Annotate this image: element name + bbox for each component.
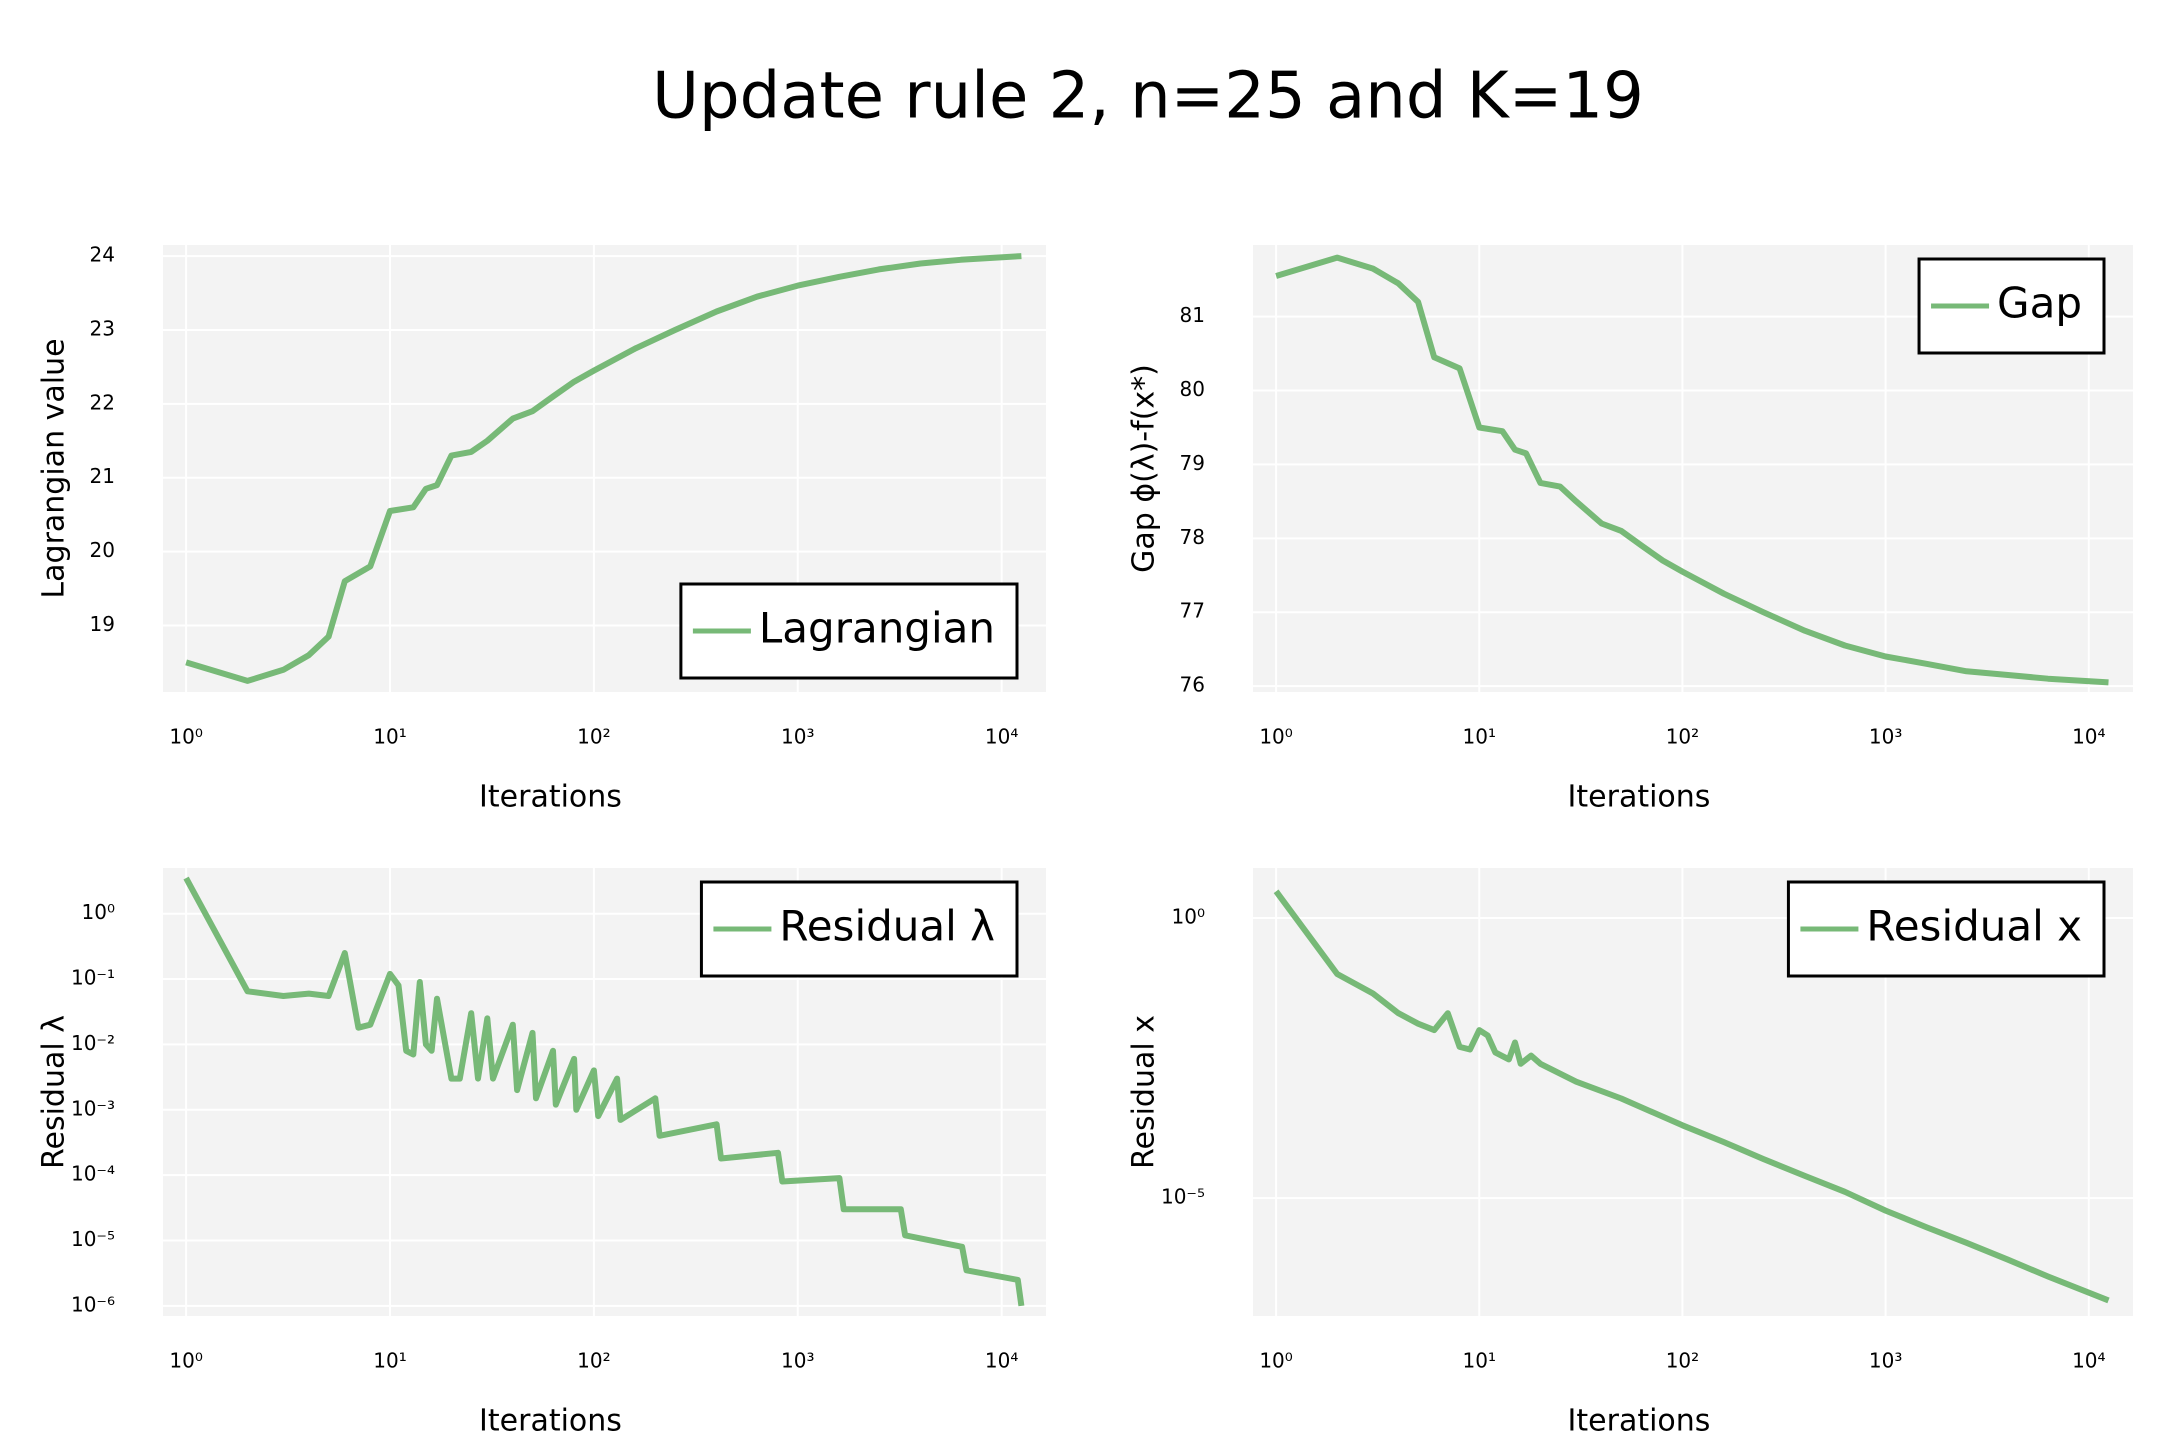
- x-tick-label: 10³: [781, 1349, 814, 1373]
- y-tick-label: 76: [1180, 673, 1205, 697]
- y-tick-label: 81: [1180, 303, 1205, 327]
- x-tick-label: 10⁰: [1259, 1349, 1292, 1373]
- x-tick-label: 10⁰: [1259, 725, 1292, 749]
- legend-label: Gap: [1997, 279, 2082, 328]
- x-tick-label: 10¹: [373, 1349, 406, 1373]
- y-tick-label: 21: [90, 464, 115, 488]
- legend: Residual x: [1786, 880, 2106, 978]
- y-tick-label: 10⁻¹: [71, 966, 115, 990]
- y-axis-label: Lagrangian value: [37, 338, 72, 598]
- y-tick-label: 10⁻⁶: [71, 1292, 115, 1316]
- x-axis-label: Iterations: [1568, 780, 1711, 815]
- y-tick-label: 10⁻⁴: [71, 1162, 115, 1186]
- y-axis-label: Residual λ: [37, 1015, 72, 1169]
- y-axis-label: Residual x: [1127, 1015, 1162, 1169]
- y-tick-label: 80: [1180, 377, 1205, 401]
- y-tick-label: 10⁰: [82, 900, 115, 924]
- legend-label: Lagrangian: [759, 604, 995, 653]
- y-tick-label: 79: [1180, 451, 1205, 475]
- x-axis-label: Iterations: [479, 1404, 622, 1439]
- legend: Gap: [1917, 257, 2106, 355]
- y-tick-label: 22: [90, 390, 115, 414]
- series-line: [183, 876, 1025, 1307]
- y-tick-label: 10⁻⁵: [71, 1227, 115, 1251]
- legend-label: Residual λ: [779, 902, 995, 951]
- y-tick-label: 77: [1180, 599, 1205, 623]
- figure-title: Update rule 2, n=25 and K=19: [652, 60, 1644, 134]
- series-line: [1275, 254, 2109, 686]
- y-tick-label: 10⁰: [1172, 904, 1205, 928]
- series-line: [185, 253, 1022, 684]
- x-tick-label: 10³: [1869, 725, 1902, 749]
- x-axis-label: Iterations: [479, 780, 622, 815]
- x-tick-label: 10³: [1869, 1349, 1902, 1373]
- y-tick-label: 78: [1180, 525, 1205, 549]
- y-tick-label: 10⁻²: [71, 1031, 115, 1055]
- series-line: [1273, 889, 2110, 1304]
- legend: Lagrangian: [679, 582, 1019, 680]
- x-tick-label: 10¹: [1463, 1349, 1496, 1373]
- x-tick-label: 10³: [781, 725, 814, 749]
- x-tick-label: 10⁴: [985, 1349, 1018, 1373]
- x-tick-label: 10²: [1666, 1349, 1699, 1373]
- y-tick-label: 24: [90, 243, 115, 267]
- x-tick-label: 10²: [1666, 725, 1699, 749]
- y-axis-label: Gap ϕ(λ)-f(x*): [1127, 364, 1162, 573]
- x-tick-label: 10¹: [1463, 725, 1496, 749]
- legend-box: [1917, 257, 2106, 355]
- y-tick-label: 19: [90, 612, 115, 636]
- x-tick-label: 10⁴: [2072, 725, 2105, 749]
- x-tick-label: 10⁰: [169, 725, 202, 749]
- x-tick-label: 10²: [577, 725, 610, 749]
- y-tick-label: 10⁻⁵: [1161, 1185, 1205, 1209]
- y-tick-label: 23: [90, 316, 115, 340]
- x-tick-label: 10⁴: [2072, 1349, 2105, 1373]
- x-tick-label: 10¹: [373, 725, 406, 749]
- legend: Residual λ: [699, 880, 1019, 978]
- legend-label: Residual x: [1866, 902, 2082, 951]
- y-tick-label: 10⁻³: [71, 1096, 115, 1120]
- x-tick-label: 10⁰: [169, 1349, 202, 1373]
- y-tick-label: 20: [90, 538, 115, 562]
- x-tick-label: 10⁴: [985, 725, 1018, 749]
- x-tick-label: 10²: [577, 1349, 610, 1373]
- x-axis-label: Iterations: [1568, 1404, 1711, 1439]
